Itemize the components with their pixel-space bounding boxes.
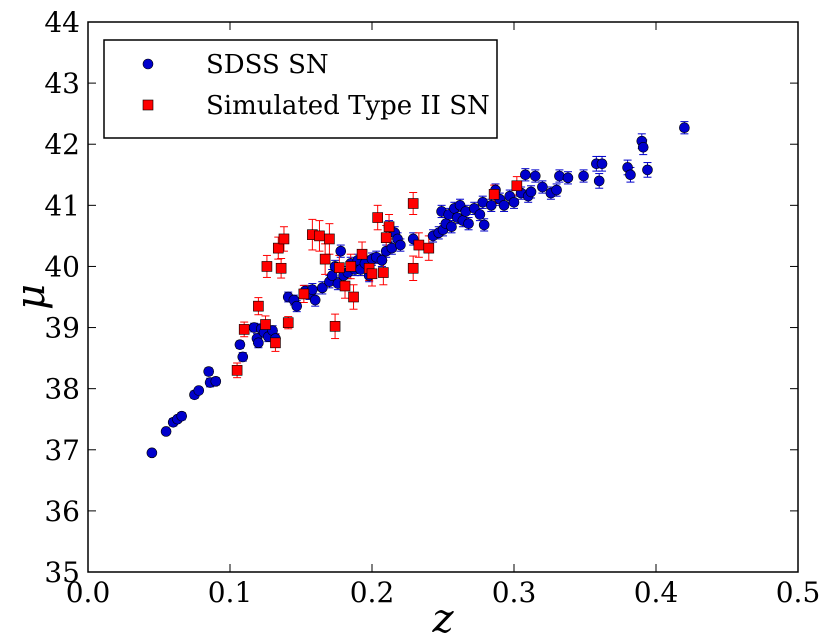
data-point-sdss [395,239,406,251]
data-point-sdss [529,170,541,182]
x-tick-label: 0.4 [634,576,679,609]
data-point-sdss [146,447,158,459]
x-axis-label: z [431,596,454,642]
data-point-sdss [193,385,205,396]
data-point-sdss [203,366,214,377]
data-point-sdss [642,164,653,176]
data-point-simulated [423,242,435,254]
data-point-sdss [316,282,328,294]
data-point-sdss [160,426,172,437]
x-tick-label: 0.1 [208,576,253,609]
tick-labels: 0.0 0.1 0.2 0.3 0.4 0.5 35 36 37 38 39 40 41 42 43 44 [44,6,820,609]
data-point-sdss [551,184,562,196]
data-point-sdss [478,219,490,231]
data-point-simulated [334,262,345,273]
x-tick-label: 0.3 [492,576,537,609]
data-point-sdss [508,196,520,208]
y-tick-label: 42 [44,128,80,161]
data-point-sdss [234,339,246,350]
data-point-sdss [520,169,531,181]
data-point-simulated [356,248,368,260]
data-point-simulated [253,300,264,312]
legend-label-sdss: SDSS SN [206,50,329,80]
legend-marker-sdss [142,58,154,70]
data-point-simulated [348,291,359,303]
x-tick-label: 0.5 [776,576,821,609]
data-point-sdss [498,200,510,211]
data-point-simulated [378,267,389,278]
data-point-simulated [260,319,271,330]
data-point-simulated [261,261,273,272]
data-point-sdss [446,221,457,233]
data-point-sdss [309,294,321,306]
data-point-simulated [319,253,331,265]
data-point-sdss [578,170,589,182]
data-point-simulated [407,262,419,274]
data-point-sdss [474,209,486,220]
data-point-simulated [339,280,351,292]
y-tick-label: 38 [44,373,80,406]
y-tick-label: 39 [44,312,80,345]
data-point-sdss [210,376,222,387]
data-point-simulated [282,317,294,328]
data-point-simulated [231,365,243,376]
y-axis-label: μ [8,284,54,310]
legend-marker-simulated [142,99,154,111]
y-tick-label: 43 [44,67,80,100]
data-point-simulated [272,242,284,254]
legend-box [103,39,498,139]
data-point-sdss [525,186,537,198]
data-point-simulated [372,212,383,223]
data-point-simulated [298,288,310,300]
data-point-simulated [413,239,425,251]
data-point-simulated [380,232,392,244]
data-point-sdss [376,255,388,266]
data-point-simulated [329,321,341,332]
data-point-simulated [238,324,250,335]
data-point-simulated [275,262,287,274]
data-point-sdss [237,351,249,363]
data-point-simulated [488,189,500,200]
y-tick-label: 35 [44,556,80,589]
data-point-sdss [625,169,636,181]
data-point-sdss [679,122,690,134]
legend: SDSS SN Simulated Type II SN [103,39,498,139]
data-point-simulated [345,261,357,272]
data-point-sdss [593,175,605,187]
data-point-sdss [335,245,347,257]
data-point-sdss [463,218,474,229]
y-tick-label: 36 [44,495,80,528]
data-point-sdss [485,200,497,211]
data-point-sdss [637,141,649,153]
data-point-simulated [278,233,290,245]
data-point-sdss [596,158,608,170]
data-point-simulated [366,268,378,280]
x-tick-label: 0.2 [350,576,395,609]
data-markers [146,122,690,459]
data-point-sdss [291,300,303,312]
data-point-simulated [383,221,395,233]
data-point-simulated [314,230,325,242]
y-tick-label: 37 [44,434,80,467]
data-point-sdss [176,410,188,422]
x-tick-label: 0.0 [66,576,111,609]
data-point-simulated [270,337,281,349]
y-tick-label: 44 [44,6,80,39]
data-point-simulated [511,180,523,192]
axis-ticks [87,21,799,573]
data-point-simulated [407,198,419,209]
data-point-sdss [537,181,548,193]
data-point-sdss [253,337,264,349]
legend-label-simulated: Simulated Type II SN [206,91,490,121]
data-point-simulated [324,233,335,245]
data-point-sdss [562,172,574,184]
y-tick-label: 40 [44,250,80,283]
y-tick-label: 41 [44,189,80,222]
